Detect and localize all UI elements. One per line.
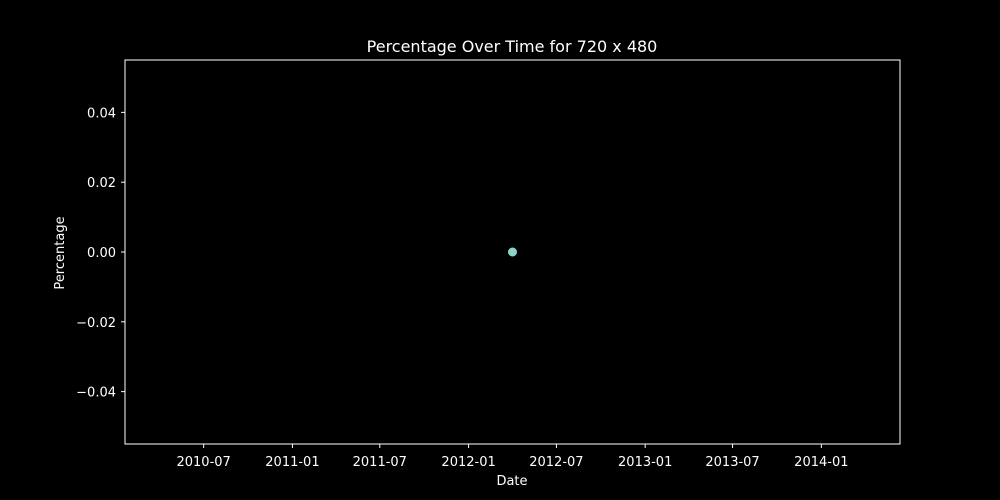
y-axis: 0.04 0.02 0.00 −0.02 −0.04 [76,106,125,401]
x-tick-label: 2013-01 [618,455,672,470]
y-tick-label: 0.00 [87,246,116,261]
x-tick-label: 2012-01 [441,455,495,470]
data-point [508,247,517,257]
y-tick-label: −0.04 [76,386,116,401]
x-tick-label: 2013-07 [705,455,759,470]
data-points [508,247,517,257]
y-tick-label: 0.04 [87,106,116,121]
y-tick-label: 0.02 [87,176,116,191]
chart-title: Percentage Over Time for 720 x 480 [367,37,658,56]
x-tick-label: 2011-01 [265,455,319,470]
x-tick-label: 2014-01 [794,455,848,470]
x-axis-label: Date [496,474,527,489]
x-axis: 2010-07 2011-01 2011-07 2012-01 2012-07 2013-… [176,444,849,470]
x-tick-label: 2011-07 [353,455,407,470]
y-tick-label: −0.02 [76,316,116,331]
x-tick-label: 2010-07 [176,455,230,470]
y-axis-label: Percentage [53,216,68,289]
x-tick-label: 2012-07 [529,455,583,470]
